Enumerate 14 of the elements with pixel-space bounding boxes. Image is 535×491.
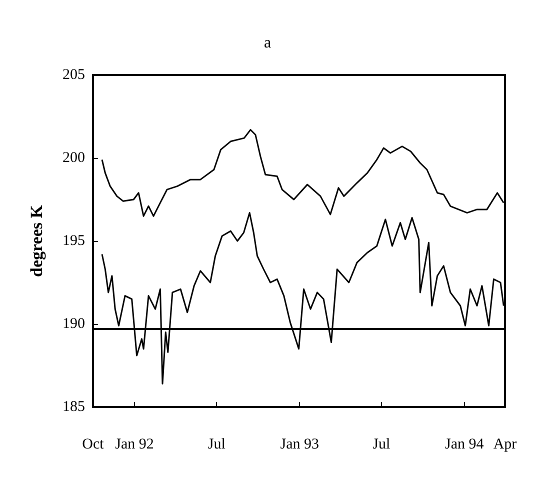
chart-title: a — [264, 34, 272, 52]
y-tick-label: 190 — [62, 316, 85, 332]
x-tick-label: Jan 93 — [280, 436, 320, 452]
x-tick-label: Jul — [372, 436, 390, 452]
y-axis-title: degrees K — [27, 204, 46, 277]
x-tick-label: Jan 94 — [445, 436, 484, 452]
y-tick-label: 185 — [62, 399, 85, 415]
x-tick-label: Oct — [82, 436, 105, 452]
x-tick-label: Jul — [208, 436, 226, 452]
y-tick-label: 200 — [62, 150, 85, 166]
x-tick-label: Jan 92 — [115, 436, 154, 452]
x-tick-label: Apr — [493, 436, 517, 452]
y-tick-label: 195 — [62, 233, 85, 249]
y-tick-label: 205 — [62, 67, 85, 83]
